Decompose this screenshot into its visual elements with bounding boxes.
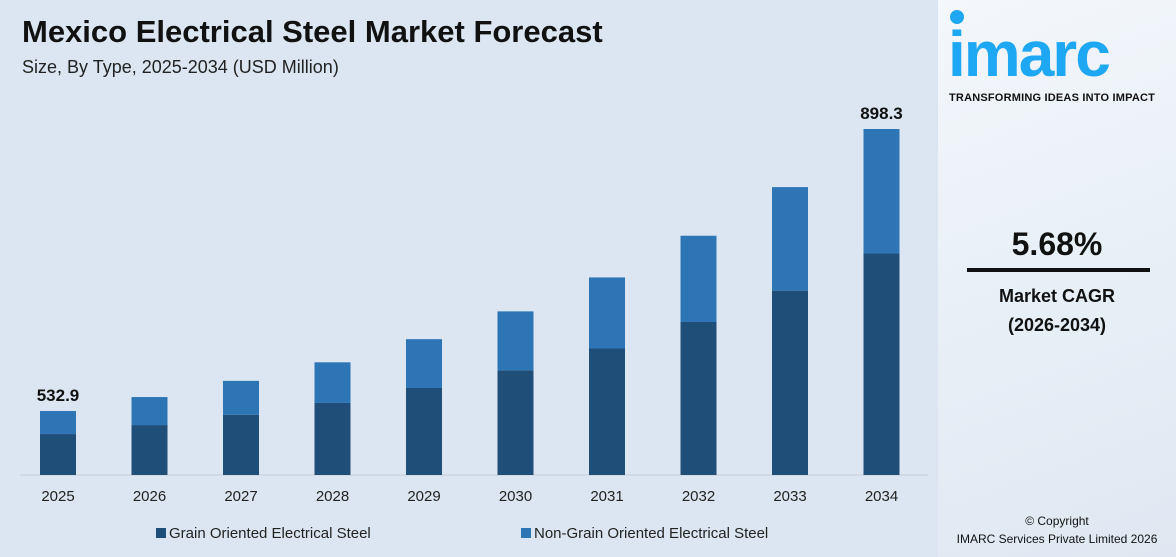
bar-grain-2027 — [223, 414, 259, 475]
logo-dot — [950, 10, 964, 24]
bar-non-grain-2026 — [131, 397, 168, 426]
bar-grain-2029 — [406, 387, 442, 475]
x-tick-label: 2028 — [316, 488, 349, 505]
x-tick-label: 2034 — [865, 488, 898, 505]
bar-non-grain-2032 — [680, 235, 717, 322]
x-tick-label: 2032 — [682, 488, 715, 505]
company: IMARC Services Private Limited 2026 — [956, 532, 1158, 546]
x-tick-label: 2029 — [407, 488, 440, 505]
data-label: 898.3 — [860, 104, 903, 123]
bar-grain-2025 — [40, 434, 76, 475]
bar-non-grain-2028 — [314, 362, 351, 403]
legend-swatch — [156, 528, 166, 538]
bar-grain-2032 — [680, 321, 717, 475]
legend-label: Non-Grain Oriented Electrical Steel — [534, 525, 768, 542]
chart-title: Mexico Electrical Steel Market Forecast — [22, 14, 603, 49]
copyright: © Copyright — [1025, 514, 1089, 528]
legend-label: Grain Oriented Electrical Steel — [169, 525, 371, 542]
bar-non-grain-2030 — [497, 311, 534, 371]
imarc-logo: imarc — [948, 18, 1111, 90]
bar-grain-2030 — [497, 370, 534, 475]
bar-non-grain-2034 — [863, 129, 900, 254]
x-tick-label: 2030 — [499, 488, 532, 505]
cagr-period: (2026-2034) — [1007, 315, 1107, 335]
bar-non-grain-2029 — [406, 339, 442, 388]
bar-grain-2031 — [589, 348, 625, 475]
cagr-label: Market CAGR — [998, 286, 1116, 306]
legend-swatch — [521, 528, 531, 538]
chart-subtitle: Size, By Type, 2025-2034 (USD Million) — [22, 57, 339, 77]
x-tick-label: 2027 — [224, 488, 257, 505]
bar-grain-2026 — [131, 425, 168, 475]
side-panel: imarc TRANSFORMING IDEAS INTO IMPACT 5.6… — [938, 0, 1176, 557]
bar-non-grain-2027 — [223, 380, 259, 415]
bar-non-grain-2033 — [772, 187, 808, 291]
x-tick-label: 2033 — [773, 488, 806, 505]
cagr-value: 5.68% — [1011, 226, 1103, 262]
x-tick-label: 2026 — [133, 488, 166, 505]
bar-chart: 2025 532.9 2026 2027 2028 2029 2030 2031 2032 203… — [20, 104, 928, 542]
data-label: 532.9 — [37, 386, 80, 405]
x-tick-label: 2025 — [41, 488, 74, 505]
bar-non-grain-2031 — [589, 277, 625, 349]
bar-grain-2034 — [863, 253, 900, 475]
divider — [967, 268, 1150, 272]
logo-tagline: TRANSFORMING IDEAS INTO IMPACT — [949, 92, 1156, 104]
bar-non-grain-2025 — [40, 411, 76, 435]
x-tick-label: 2031 — [590, 488, 623, 505]
bar-grain-2028 — [314, 402, 351, 475]
bar-grain-2033 — [772, 290, 808, 475]
